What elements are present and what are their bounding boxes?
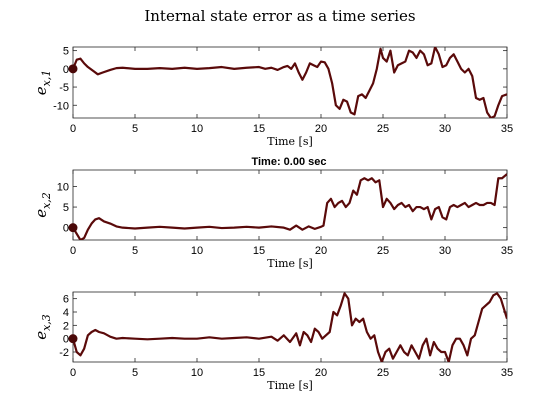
x-tick-label-1: 0: [70, 123, 76, 135]
y-tick-label-3: 6: [63, 294, 69, 306]
x-tick-label-2: 20: [315, 245, 327, 257]
x-axis-label-3: Time [s]: [267, 379, 313, 392]
y-tick-label-2: 0: [63, 223, 69, 235]
x-tick-label-1: 15: [253, 123, 265, 135]
y-axis-label-sub-2: x,2: [40, 192, 53, 209]
y-tick-label-1: -10: [53, 100, 69, 112]
x-tick-label-2: 35: [501, 245, 513, 257]
x-tick-label-3: 30: [439, 367, 451, 379]
x-tick-label-1: 20: [315, 123, 327, 135]
x-tick-label-2: 30: [439, 245, 451, 257]
x-tick-label-1: 25: [377, 123, 389, 135]
time-annotation: Time: 0.00 sec: [251, 156, 326, 168]
y-tick-label-1: 5: [63, 46, 69, 58]
y-tick-label-1: 0: [63, 64, 69, 76]
y-axis-label-sub-3: x,3: [40, 314, 53, 331]
x-tick-label-3: 20: [315, 367, 327, 379]
axes-box-1: [73, 47, 507, 118]
x-tick-label-1: 30: [439, 123, 451, 135]
x-tick-label-1: 10: [191, 123, 203, 135]
y-axis-label-base-1: e: [32, 86, 50, 95]
y-axis-label-base-2: e: [32, 209, 50, 218]
x-tick-label-1: 5: [132, 123, 138, 135]
y-tick-label-3: 2: [63, 320, 69, 332]
y-tick-label-3: 4: [63, 307, 69, 319]
x-tick-label-3: 35: [501, 367, 513, 379]
y-tick-label-3: 0: [63, 334, 69, 346]
current-point-marker-3: [69, 334, 78, 343]
y-tick-label-3: -2: [59, 347, 69, 359]
x-tick-label-1: 35: [501, 123, 513, 135]
y-tick-label-1: -5: [59, 82, 69, 94]
y-tick-label-2: 5: [63, 202, 69, 214]
x-tick-label-3: 0: [70, 367, 76, 379]
y-axis-label-base-3: e: [32, 331, 50, 340]
x-tick-label-3: 10: [191, 367, 203, 379]
x-tick-label-2: 10: [191, 245, 203, 257]
y-tick-label-2: 10: [57, 181, 69, 193]
x-tick-label-3: 15: [253, 367, 265, 379]
x-tick-label-3: 25: [377, 367, 389, 379]
x-axis-label-1: Time [s]: [267, 135, 313, 148]
current-point-marker-2: [69, 223, 78, 232]
figure-title: Internal state error as a time series: [144, 7, 415, 25]
x-tick-label-2: 5: [132, 245, 138, 257]
current-point-marker-1: [69, 64, 78, 73]
x-tick-label-2: 0: [70, 245, 76, 257]
x-tick-label-2: 25: [377, 245, 389, 257]
x-tick-label-2: 15: [253, 245, 265, 257]
y-axis-label-sub-1: x,1: [40, 70, 53, 87]
x-axis-label-2: Time [s]: [267, 257, 313, 270]
x-tick-label-3: 5: [132, 367, 138, 379]
